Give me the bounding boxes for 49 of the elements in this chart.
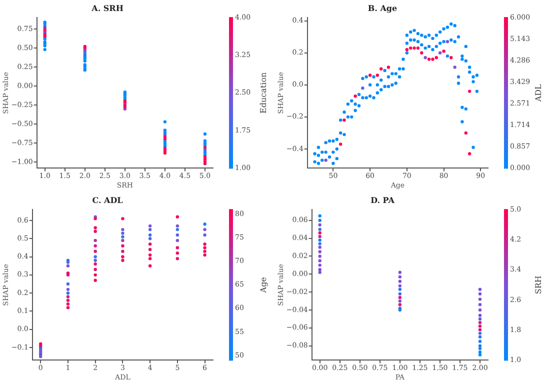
- chart-title: D. PA: [370, 194, 396, 205]
- point: [478, 335, 482, 338]
- point: [398, 296, 402, 300]
- point: [478, 320, 482, 324]
- color-bar-title: ADL: [534, 83, 544, 103]
- point: [478, 288, 482, 291]
- point: [478, 308, 482, 312]
- point: [318, 268, 322, 272]
- point: [318, 231, 322, 235]
- point: [398, 280, 402, 283]
- point: [318, 223, 322, 226]
- chart-title: A. SRH: [90, 2, 124, 13]
- color-bar-title: Age: [259, 276, 268, 294]
- point: [478, 344, 482, 348]
- point: [398, 275, 402, 278]
- point: [398, 303, 402, 306]
- point: [478, 314, 482, 317]
- point: [478, 303, 482, 306]
- point: [398, 292, 402, 296]
- color-bar-title: SRH: [534, 276, 544, 294]
- point: [318, 242, 322, 246]
- point: [318, 259, 322, 262]
- point: [318, 214, 322, 218]
- point: [318, 254, 322, 258]
- point: [478, 298, 482, 301]
- chart-title: B. Age: [368, 2, 398, 13]
- point: [318, 228, 322, 231]
- point: [318, 218, 322, 222]
- point: [398, 284, 402, 288]
- point: [318, 264, 322, 267]
- point: [398, 270, 402, 274]
- point: [478, 332, 482, 335]
- point: [478, 346, 482, 350]
- point: [478, 328, 482, 332]
- point: [318, 246, 322, 249]
- point: [478, 324, 482, 328]
- point: [478, 292, 482, 296]
- point: [318, 234, 322, 238]
- point: [478, 340, 482, 343]
- point: [318, 238, 322, 242]
- point: [478, 353, 482, 356]
- point: [478, 317, 482, 321]
- color-bar-title: Education: [259, 72, 268, 114]
- point: [318, 270, 322, 274]
- point: [398, 299, 402, 303]
- point: [478, 350, 482, 354]
- chart-title: C. ADL: [92, 194, 124, 205]
- point: [318, 250, 322, 254]
- point: [398, 288, 402, 291]
